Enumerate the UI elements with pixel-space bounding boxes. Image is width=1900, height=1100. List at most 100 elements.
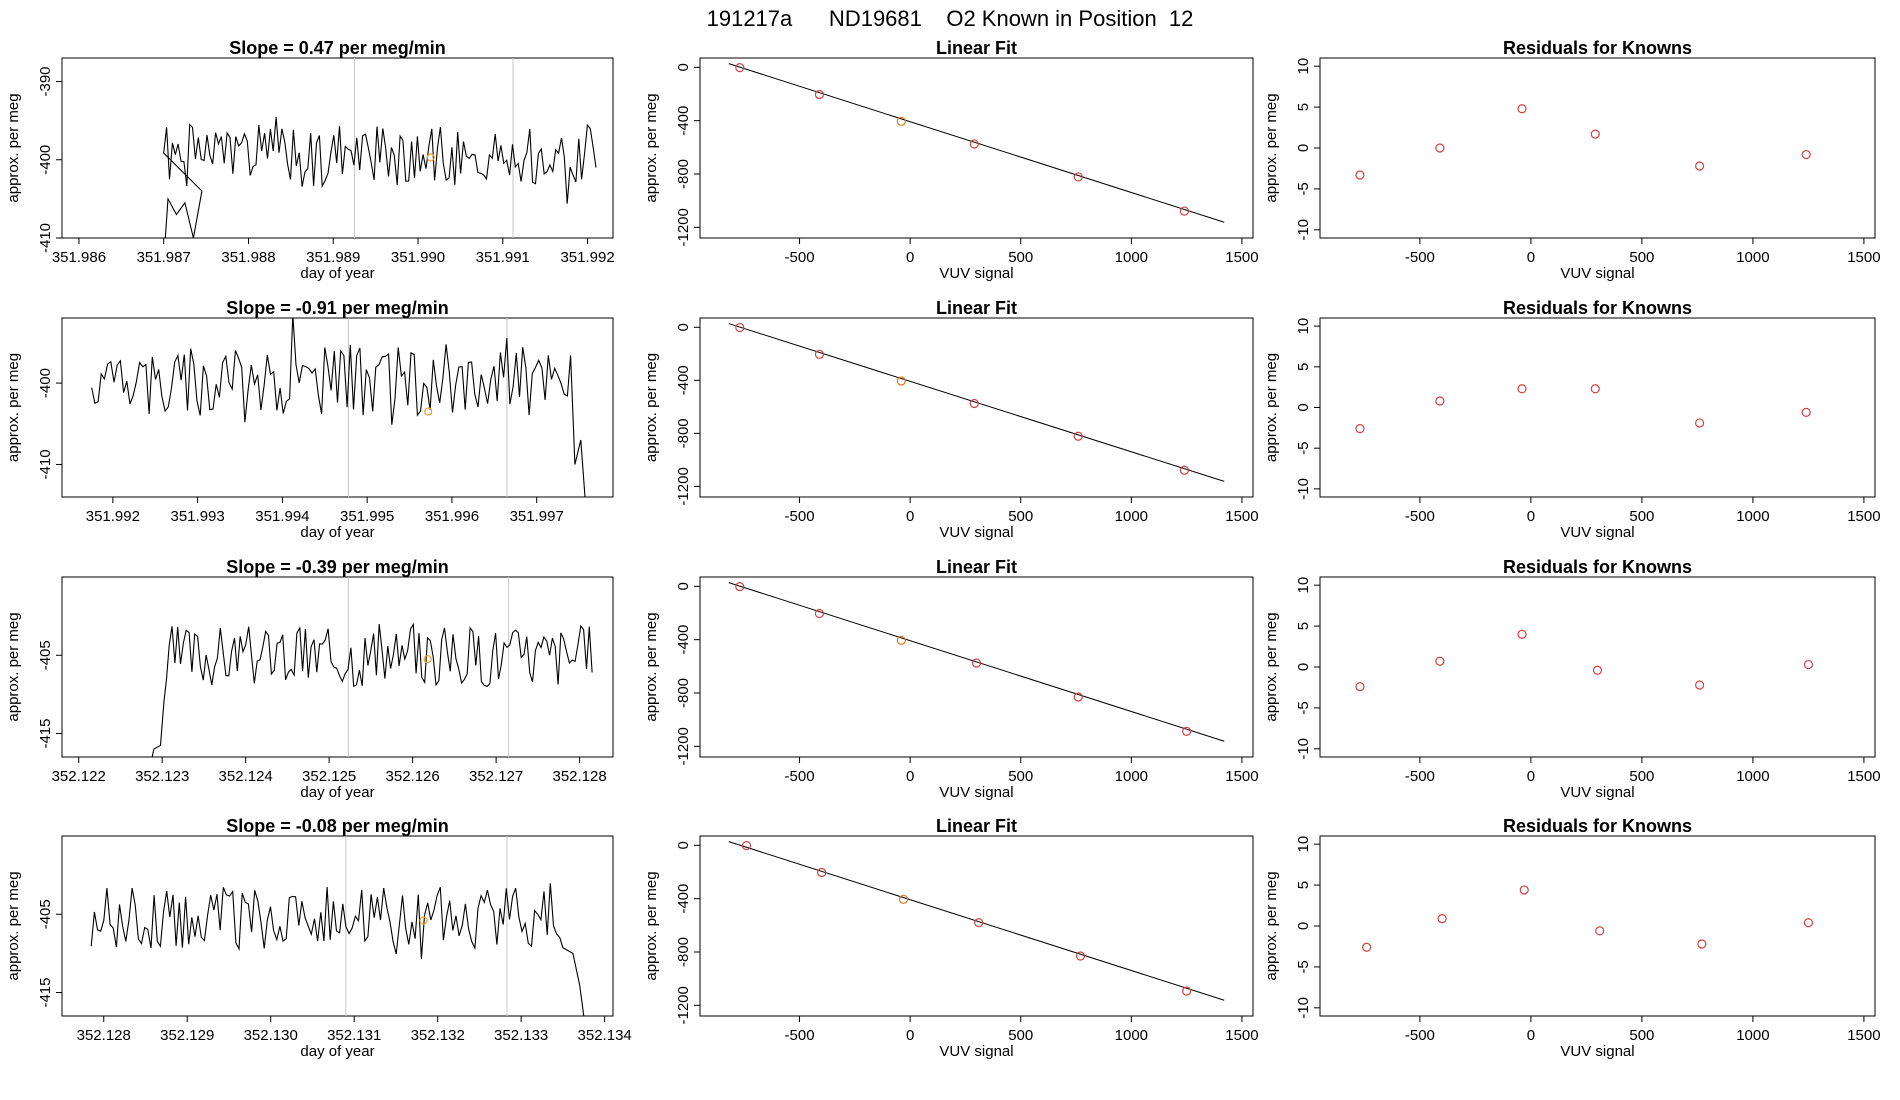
- plot-area: [1355, 384, 1811, 434]
- panel-2-1: Slope = -0.91 per meg/min 351.992 351.993 3…: [5, 298, 614, 541]
- plot-area: [151, 577, 593, 757]
- panel-4-3: Residuals for Knowns -500 0 500 1000 1500 -10 -…: [1263, 816, 1881, 1060]
- sample-marker: [426, 153, 435, 162]
- data-point: [1803, 659, 1814, 670]
- y-tick-label: 5: [1295, 103, 1312, 111]
- plot-frame: [699, 576, 1254, 758]
- x-tick-label: 1500: [1847, 249, 1880, 266]
- x-tick-label: 352.130: [244, 1027, 298, 1044]
- x-tick-label: 0: [906, 508, 914, 525]
- x-tick-label: -500: [785, 508, 815, 525]
- y-tick-label: 0: [675, 63, 692, 71]
- x-tick-label: 352.123: [135, 768, 189, 785]
- y-tick-label: -10: [1295, 997, 1312, 1019]
- data-point: [896, 635, 906, 645]
- x-axis-label: VUV signal: [939, 265, 1013, 282]
- plot-frame: [61, 835, 614, 1017]
- x-tick-label: -500: [1405, 768, 1435, 785]
- y-tick-label: -10: [1295, 738, 1312, 760]
- y-tick-label: 10: [1295, 577, 1312, 594]
- x-tick-label: 351.997: [510, 508, 564, 525]
- plot-area: [728, 62, 1225, 223]
- y-tick-label: 5: [1295, 363, 1312, 371]
- data-point: [1435, 143, 1445, 153]
- x-tick-label: 352.125: [302, 768, 356, 785]
- panel-4-1: Slope = -0.08 per meg/min 352.128 352.129 3…: [5, 816, 632, 1060]
- x-tick-label: -500: [1405, 508, 1435, 525]
- panel-4-2: Linear Fit -500 0 500 1000 1500 -1200 -800 -400 0…: [643, 816, 1259, 1060]
- series-line: [91, 318, 586, 497]
- panel-title: Residuals for Knowns: [1503, 557, 1692, 577]
- data-point: [1695, 161, 1705, 171]
- series-line: [151, 622, 593, 757]
- x-tick-label: 352.133: [494, 1027, 548, 1044]
- x-axis-label: VUV signal: [939, 524, 1013, 541]
- x-tick-label: 1000: [1736, 1027, 1769, 1044]
- x-tick-label: 351.995: [340, 508, 394, 525]
- panel-title: Linear Fit: [936, 557, 1017, 577]
- panel-title: Residuals for Knowns: [1503, 38, 1692, 58]
- panel-title: Residuals for Knowns: [1503, 298, 1692, 318]
- data-point: [974, 918, 984, 928]
- y-axis-label: approx. per meg: [5, 871, 22, 980]
- y-tick-label: 0: [675, 323, 692, 331]
- x-axis-label: day of year: [300, 1043, 374, 1060]
- data-point: [1435, 656, 1445, 666]
- x-tick-label: 351.989: [306, 249, 360, 266]
- y-axis-label: approx. per meg: [5, 612, 22, 721]
- data-point: [1517, 629, 1527, 639]
- data-point: [1801, 149, 1811, 160]
- data-point: [1179, 465, 1190, 475]
- y-tick-label: -1200: [675, 467, 692, 505]
- x-tick-label: 352.129: [160, 1027, 214, 1044]
- data-point: [1075, 951, 1086, 961]
- y-tick-label: 0: [675, 841, 692, 849]
- x-tick-label: 352.128: [552, 768, 606, 785]
- x-tick-label: 0: [1527, 1027, 1535, 1044]
- y-tick-label: -400: [37, 368, 54, 398]
- x-tick-label: 500: [1008, 1027, 1033, 1044]
- x-tick-label: 1000: [1736, 508, 1769, 525]
- y-tick-label: -410: [37, 449, 54, 479]
- y-axis-label: approx. per meg: [643, 612, 660, 721]
- y-tick-label: 0: [1295, 144, 1312, 152]
- data-point: [1355, 682, 1365, 692]
- x-tick-label: -500: [785, 1027, 815, 1044]
- panel-1-2: Linear Fit -500 0 500 1000 1500 -1200 -800 -400 0…: [643, 38, 1259, 282]
- panel-title: Slope = 0.47 per meg/min: [229, 38, 446, 58]
- panel-title: Slope = -0.91 per meg/min: [226, 298, 449, 318]
- y-tick-label: -800: [675, 678, 692, 708]
- plot-area: [728, 581, 1225, 742]
- x-tick-label: 1500: [1847, 768, 1880, 785]
- y-axis-label: approx. per meg: [1263, 93, 1280, 202]
- x-tick-label: 0: [1527, 768, 1535, 785]
- plot-area: [90, 836, 585, 1016]
- data-point: [898, 894, 909, 904]
- x-tick-label: 0: [1527, 249, 1535, 266]
- y-tick-label: 10: [1295, 318, 1312, 335]
- data-point: [1355, 424, 1365, 434]
- x-tick-label: 500: [1008, 249, 1033, 266]
- y-axis-label: approx. per meg: [643, 353, 660, 462]
- data-point: [1519, 885, 1529, 895]
- x-tick-label: 352.122: [52, 768, 106, 785]
- y-tick-label: -400: [675, 106, 692, 136]
- x-tick-label: 1500: [1225, 508, 1258, 525]
- data-point: [1695, 418, 1705, 428]
- plot-frame: [699, 317, 1254, 498]
- data-point: [1179, 206, 1190, 216]
- series-line: [163, 117, 597, 238]
- data-point: [1590, 384, 1600, 394]
- y-axis-label: approx. per meg: [643, 93, 660, 202]
- figure-title: 191217a ND19681 O2 Known in Position 12: [707, 6, 1194, 31]
- y-tick-label: -405: [37, 640, 54, 670]
- y-tick-label: -5: [1295, 442, 1312, 455]
- x-tick-label: 351.996: [425, 508, 479, 525]
- y-tick-label: -400: [675, 365, 692, 395]
- x-tick-label: 1000: [1115, 768, 1148, 785]
- panels: Slope = 0.47 per meg/min 351.986 351.987 35…: [5, 38, 1881, 1060]
- sample-marker: [424, 407, 433, 416]
- x-tick-label: 352.127: [469, 768, 523, 785]
- fit-line: [728, 323, 1225, 482]
